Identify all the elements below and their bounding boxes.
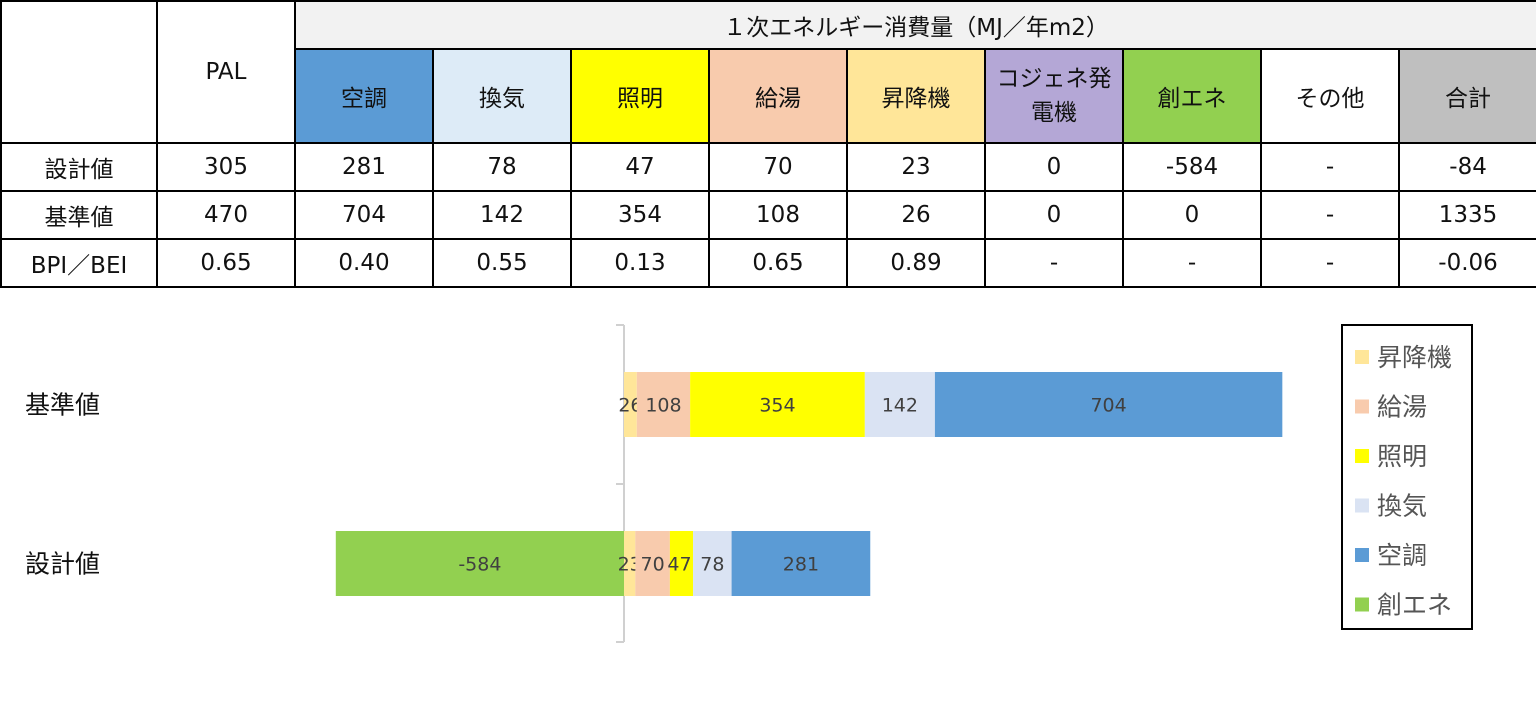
table-cell: 0 bbox=[984, 142, 1124, 192]
bar-segment bbox=[731, 531, 871, 596]
legend-label: 創エネ bbox=[1377, 591, 1452, 620]
table-cell: 305 bbox=[156, 142, 296, 192]
table-row: BPI／BEI 0.65 0.40 0.55 0.13 0.65 0.89 - … bbox=[0, 238, 1536, 288]
table-cell: 0.89 bbox=[846, 238, 986, 288]
data-label: 78 bbox=[700, 554, 724, 576]
legend-label: 昇降機 bbox=[1377, 343, 1452, 372]
table-row: 設計値 305 281 78 47 70 23 0 -584 - -84 bbox=[0, 142, 1536, 192]
bar-segment bbox=[624, 531, 636, 596]
legend-swatch bbox=[1355, 548, 1369, 562]
data-label: -584 bbox=[458, 554, 501, 576]
data-label: 704 bbox=[1090, 395, 1126, 417]
bar-segment bbox=[635, 531, 670, 596]
legend-swatch bbox=[1355, 399, 1369, 414]
table-cell: 0.65 bbox=[708, 238, 848, 288]
col-header-kyuto: 給湯 bbox=[708, 48, 848, 144]
table-cell: 47 bbox=[570, 142, 710, 192]
legend-label: 換気 bbox=[1377, 492, 1427, 521]
table-cell: 1335 bbox=[1397, 190, 1536, 240]
bar-segment bbox=[693, 531, 732, 596]
data-label: 47 bbox=[667, 554, 691, 576]
table-cell: 704 bbox=[294, 190, 434, 240]
legend-label: 照明 bbox=[1377, 442, 1427, 471]
table-cell: 70 bbox=[708, 142, 848, 192]
data-label: 26 bbox=[618, 395, 642, 417]
table-cell: 470 bbox=[156, 190, 296, 240]
table-cell: 354 bbox=[570, 190, 710, 240]
col-header-shokoki: 昇降機 bbox=[846, 48, 986, 144]
table-cell: 0.65 bbox=[156, 238, 296, 288]
table-cell: - bbox=[1122, 238, 1262, 288]
col-header-kanki: 換気 bbox=[432, 48, 572, 144]
corner-cell bbox=[0, 0, 158, 144]
bar-segment bbox=[669, 531, 694, 596]
bar-segment bbox=[624, 372, 637, 437]
col-header-other: その他 bbox=[1260, 48, 1400, 144]
legend-swatch bbox=[1355, 350, 1369, 364]
row-label: 基準値 bbox=[0, 190, 158, 240]
row-label: BPI／BEI bbox=[0, 238, 158, 288]
table-cell: 78 bbox=[432, 142, 572, 192]
table-cell: -84 bbox=[1397, 142, 1536, 192]
col-header-cogen: コジェネ発電機 bbox=[984, 48, 1124, 144]
table-cell: 281 bbox=[294, 142, 434, 192]
bar-segment bbox=[864, 372, 935, 437]
table-cell: 108 bbox=[708, 190, 848, 240]
legend-box bbox=[1341, 324, 1473, 630]
table-cell: 0.55 bbox=[432, 238, 572, 288]
table-cell: 0.40 bbox=[294, 238, 434, 288]
bar-segment bbox=[335, 531, 624, 596]
bar-segment bbox=[690, 372, 865, 437]
data-label: 354 bbox=[759, 395, 795, 417]
table-cell: 0 bbox=[1122, 190, 1262, 240]
table-cell: - bbox=[1260, 238, 1400, 288]
legend-swatch bbox=[1355, 449, 1369, 463]
legend-label: 空調 bbox=[1377, 541, 1427, 570]
bar-segment bbox=[934, 372, 1283, 437]
table-cell: -584 bbox=[1122, 142, 1262, 192]
col-header-shomei: 照明 bbox=[570, 48, 710, 144]
table-cell: - bbox=[984, 238, 1124, 288]
table-row: 基準値 470 704 142 354 108 26 0 0 - 1335 bbox=[0, 190, 1536, 240]
bar-segment bbox=[636, 372, 691, 437]
legend-swatch bbox=[1355, 498, 1369, 513]
pal-header: PAL bbox=[156, 0, 296, 144]
category-label: 基準値 bbox=[25, 391, 100, 420]
col-header-soene: 創エネ bbox=[1122, 48, 1262, 144]
data-label: 108 bbox=[645, 395, 681, 417]
col-header-total: 合計 bbox=[1397, 48, 1536, 144]
table-cell: 26 bbox=[846, 190, 986, 240]
table-cell: 142 bbox=[432, 190, 572, 240]
table-cell: 0.13 bbox=[570, 238, 710, 288]
table-cell: 0 bbox=[984, 190, 1124, 240]
table-title: １次エネルギー消費量（MJ／年m2） bbox=[293, 0, 1536, 50]
category-label: 設計値 bbox=[25, 550, 100, 579]
table-cell: 23 bbox=[846, 142, 986, 192]
legend-label: 給湯 bbox=[1377, 393, 1427, 422]
energy-table: PAL １次エネルギー消費量（MJ／年m2） 空調 換気 照明 給湯 昇降機 コ… bbox=[0, 0, 1536, 288]
legend-swatch bbox=[1355, 597, 1369, 612]
data-label: 281 bbox=[783, 554, 819, 576]
row-label: 設計値 bbox=[0, 142, 158, 192]
table-cell: - bbox=[1260, 190, 1400, 240]
data-label: 70 bbox=[641, 554, 665, 576]
data-label: 142 bbox=[882, 395, 918, 417]
col-header-kucho: 空調 bbox=[294, 48, 434, 144]
table-cell: - bbox=[1260, 142, 1400, 192]
table-cell: -0.06 bbox=[1397, 238, 1536, 288]
